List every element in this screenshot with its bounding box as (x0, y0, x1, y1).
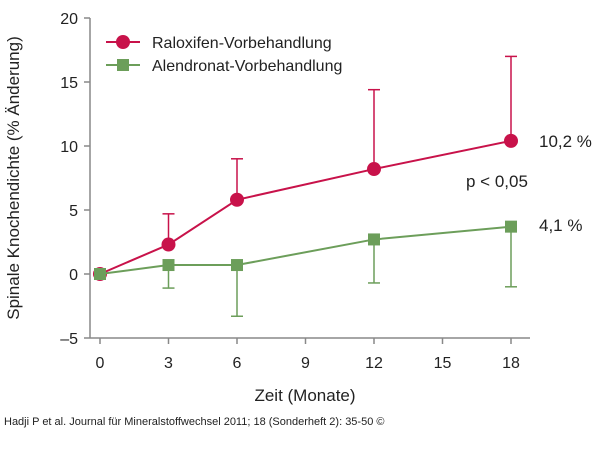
legend-label-alendronat: Alendronat-Vorbehandlung (152, 58, 342, 75)
data-point (368, 233, 380, 246)
y-tick-label: 10 (60, 139, 78, 156)
legend-swatch-marker-alendronat (117, 59, 129, 71)
legend: Raloxifen-Vorbehandlung Alendronat-Vorbe… (106, 35, 342, 75)
annotation-p-value: p < 0,05 (466, 172, 528, 191)
annotation-raloxifen-end: 10,2 % (539, 132, 592, 151)
data-point (231, 259, 243, 272)
x-tick-label: 15 (434, 355, 452, 372)
series-alendronat (94, 220, 517, 317)
series-line (99, 139, 512, 275)
x-tick-label: 9 (301, 355, 310, 372)
y-axis-title: Spinale Knochendichte (% Änderung) (4, 36, 23, 320)
series-raloxifen (93, 55, 518, 281)
x-tick-label: 6 (233, 355, 242, 372)
data-point (367, 162, 381, 177)
y-axis-ticks: –5 0 5 10 15 20 (60, 11, 90, 348)
annotation-alendronat-end: 4,1 % (539, 216, 582, 235)
x-tick-label: 0 (96, 355, 105, 372)
x-axis-title: Zeit (Monate) (254, 386, 355, 405)
data-point (230, 192, 244, 207)
y-tick-label: 20 (60, 11, 78, 28)
y-tick-label: 15 (60, 75, 78, 92)
x-tick-label: 18 (502, 355, 520, 372)
y-tick-label: 5 (69, 203, 78, 220)
x-axis-ticks: 0 3 6 9 12 15 18 (96, 338, 520, 372)
series-layer (93, 55, 518, 317)
axes (89, 18, 530, 339)
legend-swatch-marker-raloxifen (116, 35, 130, 49)
source-citation: Hadji P et al. Journal für Mineralstoffw… (4, 416, 385, 428)
y-tick-label: 0 (69, 267, 78, 284)
data-point (162, 259, 175, 272)
data-point (161, 237, 176, 252)
series-line (99, 225, 512, 275)
x-tick-label: 12 (365, 355, 383, 372)
data-point (94, 268, 106, 280)
legend-label-raloxifen: Raloxifen-Vorbehandlung (152, 35, 332, 52)
data-point (504, 133, 518, 148)
x-tick-label: 3 (164, 355, 173, 372)
y-tick-label: –5 (60, 331, 78, 348)
data-point (505, 220, 517, 233)
